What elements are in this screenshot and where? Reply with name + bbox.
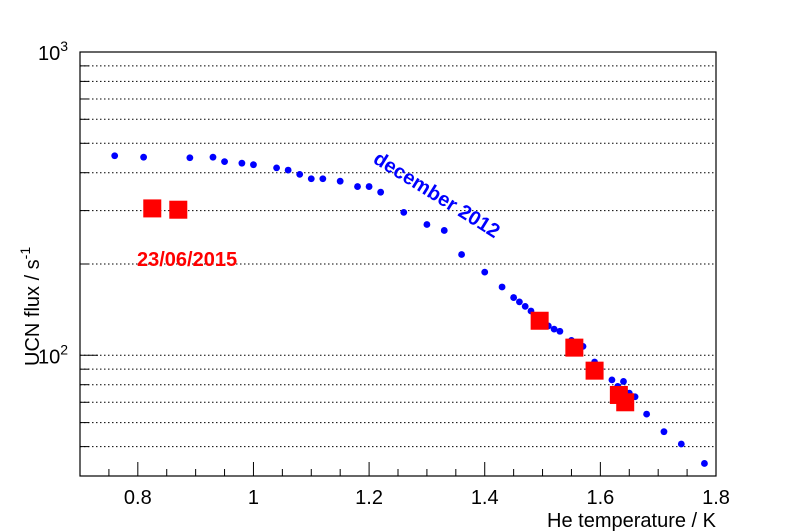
- data-point-circle: [550, 325, 558, 333]
- data-point-square: [143, 199, 162, 218]
- data-point-circle: [238, 159, 246, 167]
- x-tick-label: 0.8: [124, 487, 152, 509]
- data-point-circle: [556, 327, 564, 335]
- annotation-december-2012: december 2012: [369, 148, 503, 243]
- data-point-circle: [365, 183, 373, 190]
- data-point-square: [530, 311, 549, 330]
- y-axis-title: UCN flux / s-1: [17, 247, 44, 366]
- data-point-circle: [481, 268, 489, 276]
- data-point-circle: [296, 170, 304, 178]
- data-point-circle: [440, 227, 448, 234]
- y-tick-label-base: 10: [38, 43, 60, 65]
- data-point-circle: [620, 378, 627, 385]
- y-axis-title-exponent: -1: [17, 247, 33, 260]
- x-tick-label: 1.2: [355, 487, 383, 509]
- x-tick-label: 1: [248, 487, 259, 509]
- data-point-circle: [307, 175, 315, 183]
- data-point-circle: [221, 158, 228, 166]
- data-point-circle: [498, 283, 506, 291]
- data-point-circle: [273, 164, 280, 172]
- y-tick-label: 103: [38, 38, 68, 65]
- data-point-square: [565, 338, 584, 357]
- data-point-circle: [516, 298, 523, 306]
- data-point-circle: [677, 440, 685, 448]
- data-point-circle: [140, 153, 148, 161]
- y-tick-label-base: 10: [38, 346, 60, 368]
- y-tick-label-exponent: 2: [60, 341, 68, 357]
- data-point-circle: [701, 460, 708, 467]
- data-point-square: [169, 200, 188, 219]
- data-point-circle: [660, 428, 668, 436]
- x-tick-label: 1.8: [702, 487, 730, 509]
- data-point-circle: [319, 175, 327, 183]
- data-point-circle: [521, 302, 529, 310]
- x-axis-title: He temperature / K: [547, 510, 717, 532]
- data-point-square: [616, 393, 635, 412]
- data-point-circle: [354, 183, 361, 190]
- data-point-circle: [400, 208, 408, 216]
- data-point-circle: [608, 376, 616, 384]
- data-point-circle: [510, 294, 518, 301]
- x-tick-label: 1.4: [471, 487, 499, 509]
- annotation-23-06-2015: 23/06/2015: [137, 249, 237, 271]
- data-point-circle: [209, 153, 217, 161]
- data-point-circle: [377, 188, 385, 196]
- data-point-circle: [458, 251, 465, 258]
- data-point-circle: [186, 154, 194, 162]
- data-point-circle: [336, 177, 344, 185]
- x-tick-label: 1.6: [586, 487, 614, 509]
- data-point-circle: [284, 166, 292, 174]
- y-axis-title-main: UCN flux / s: [22, 259, 44, 366]
- data-point-square: [585, 361, 604, 380]
- data-series: [111, 152, 708, 467]
- y-tick-label: 102: [38, 341, 68, 368]
- data-point-circle: [423, 221, 431, 228]
- data-point-circle: [111, 152, 119, 160]
- data-point-circle: [643, 410, 651, 418]
- x-tick-labels: 0.8 1 1.2 1.4 1.6 1.8: [124, 487, 730, 509]
- data-point-circle: [250, 161, 257, 169]
- y-tick-label-exponent: 3: [60, 38, 68, 54]
- axis-ticks: [79, 51, 717, 477]
